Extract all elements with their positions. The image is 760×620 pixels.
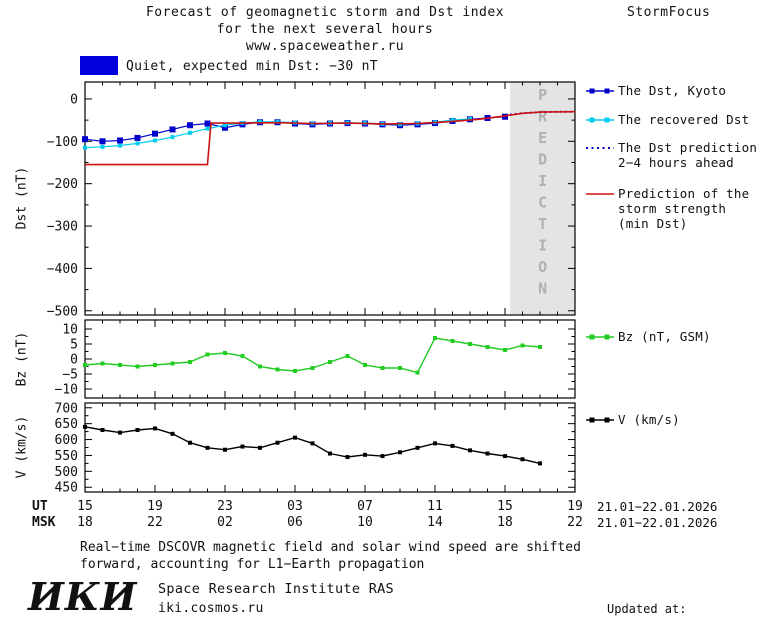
svg-text:−10: −10 <box>55 383 78 398</box>
x-tick-label: 06 <box>287 515 303 530</box>
msk-date-range: 21.01−22.01.2026 <box>597 515 718 530</box>
footer-note-line-2: forward, accounting for L1−Earth propaga… <box>80 557 425 572</box>
brand-stormfocus: StormFocus <box>627 5 711 20</box>
legend-item: The Dst prediction 2−4 hours ahead <box>586 140 757 170</box>
ut-label: UT <box>32 499 48 514</box>
updated-at-block: Updated at: UT 15:05, 22.01.2026 MSK 18:… <box>598 567 750 620</box>
x-axis-ut-row: UT 21.01−22.01.2026 15 19 23 03 07 11 15 19 <box>0 499 760 515</box>
x-tick-label: 22 <box>147 515 163 530</box>
bz-axis-label: Bz (nT) <box>14 331 30 387</box>
site-url: iki.cosmos.ru <box>158 601 264 616</box>
updated-at-label: Updated at: <box>607 602 687 616</box>
institute-name: Space Research Institute RAS <box>158 581 394 597</box>
svg-text:−400: −400 <box>47 262 78 277</box>
svg-text:−100: −100 <box>47 135 78 150</box>
svg-text:P: P <box>538 86 547 104</box>
svg-text:D: D <box>538 151 547 169</box>
dst-prediction-marker-icon <box>586 147 614 149</box>
msk-label: MSK <box>32 515 56 530</box>
svg-text:I: I <box>538 172 547 190</box>
x-tick-label: 14 <box>427 515 443 530</box>
legend-item-label: The Dst prediction 2−4 hours ahead <box>618 140 758 170</box>
svg-text:N: N <box>538 280 547 298</box>
title-line-1: Forecast of geomagnetic storm and Dst in… <box>145 5 505 20</box>
x-tick-label: 18 <box>77 515 93 530</box>
legend-item-label: Bz (nT, GSM) <box>618 329 711 344</box>
svg-text:0: 0 <box>70 92 78 107</box>
svg-text:0: 0 <box>70 353 78 368</box>
svg-text:−500: −500 <box>47 304 78 319</box>
svg-text:E: E <box>538 129 547 147</box>
x-tick-label: 18 <box>497 515 513 530</box>
legend-item: The recovered Dst <box>586 112 749 127</box>
legend-item-label: Prediction of the storm strength (min Dst) <box>618 186 750 231</box>
svg-text:I: I <box>538 237 547 255</box>
status-color-box <box>80 56 118 75</box>
svg-text:10: 10 <box>62 323 78 338</box>
title-line-2: for the next several hours <box>216 22 434 37</box>
svg-text:650: 650 <box>55 417 78 432</box>
ut-date-range: 21.01−22.01.2026 <box>597 499 718 514</box>
svg-text:600: 600 <box>55 433 78 448</box>
x-tick-label: 03 <box>287 499 303 514</box>
x-tick-label: 15 <box>497 499 513 514</box>
svg-text:R: R <box>538 108 548 126</box>
title-line-3: www.spaceweather.ru <box>245 39 405 54</box>
x-tick-label: 19 <box>567 499 583 514</box>
svg-text:C: C <box>538 194 547 212</box>
svg-text:O: O <box>538 258 547 276</box>
status-text: Quiet, expected min Dst: −30 nT <box>126 59 378 74</box>
x-tick-label: 15 <box>77 499 93 514</box>
x-axis-msk-row: MSK 21.01−22.01.2026 18 22 02 06 10 14 18 22 <box>0 515 760 531</box>
x-tick-label: 19 <box>147 499 163 514</box>
legend-item-label: V (km/s) <box>618 412 680 427</box>
legend-item-label: The Dst, Kyoto <box>618 83 727 98</box>
x-tick-label: 23 <box>217 499 233 514</box>
svg-text:T: T <box>538 215 547 233</box>
svg-text:−300: −300 <box>47 220 78 235</box>
v-marker-icon <box>586 417 614 423</box>
svg-text:−5: −5 <box>62 368 78 383</box>
bz-marker-icon <box>586 334 614 340</box>
svg-text:5: 5 <box>70 338 78 353</box>
x-tick-label: 10 <box>357 515 373 530</box>
x-tick-label: 22 <box>567 515 583 530</box>
svg-text:−200: −200 <box>47 177 78 192</box>
legend-item: V (km/s) <box>586 412 680 427</box>
recovered-dst-marker-icon <box>586 117 614 123</box>
svg-text:500: 500 <box>55 465 78 480</box>
legend-item: The Dst, Kyoto <box>586 83 726 98</box>
x-tick-label: 02 <box>217 515 233 530</box>
footer-note-line-1: Real−time DSCOVR magnetic field and sola… <box>80 540 581 555</box>
storm-strength-marker-icon <box>586 193 614 195</box>
iki-logo: ИКИ <box>28 574 138 619</box>
svg-text:700: 700 <box>55 401 78 416</box>
v-axis-label: V (km/s) <box>14 415 30 479</box>
page-title: Forecast of geomagnetic storm and Dst in… <box>85 4 565 55</box>
footer-note: Real−time DSCOVR magnetic field and sola… <box>80 539 581 573</box>
svg-text:450: 450 <box>55 481 78 496</box>
legend-item-label: The recovered Dst <box>618 112 750 127</box>
svg-text:550: 550 <box>55 449 78 464</box>
x-tick-label: 07 <box>357 499 373 514</box>
dst-kyoto-marker-icon <box>586 88 614 94</box>
legend-item: Prediction of the storm strength (min Dst) <box>586 186 749 231</box>
x-tick-label: 11 <box>427 499 443 514</box>
legend-item: Bz (nT, GSM) <box>586 329 711 344</box>
dst-axis-label: Dst (nT) <box>14 166 30 230</box>
